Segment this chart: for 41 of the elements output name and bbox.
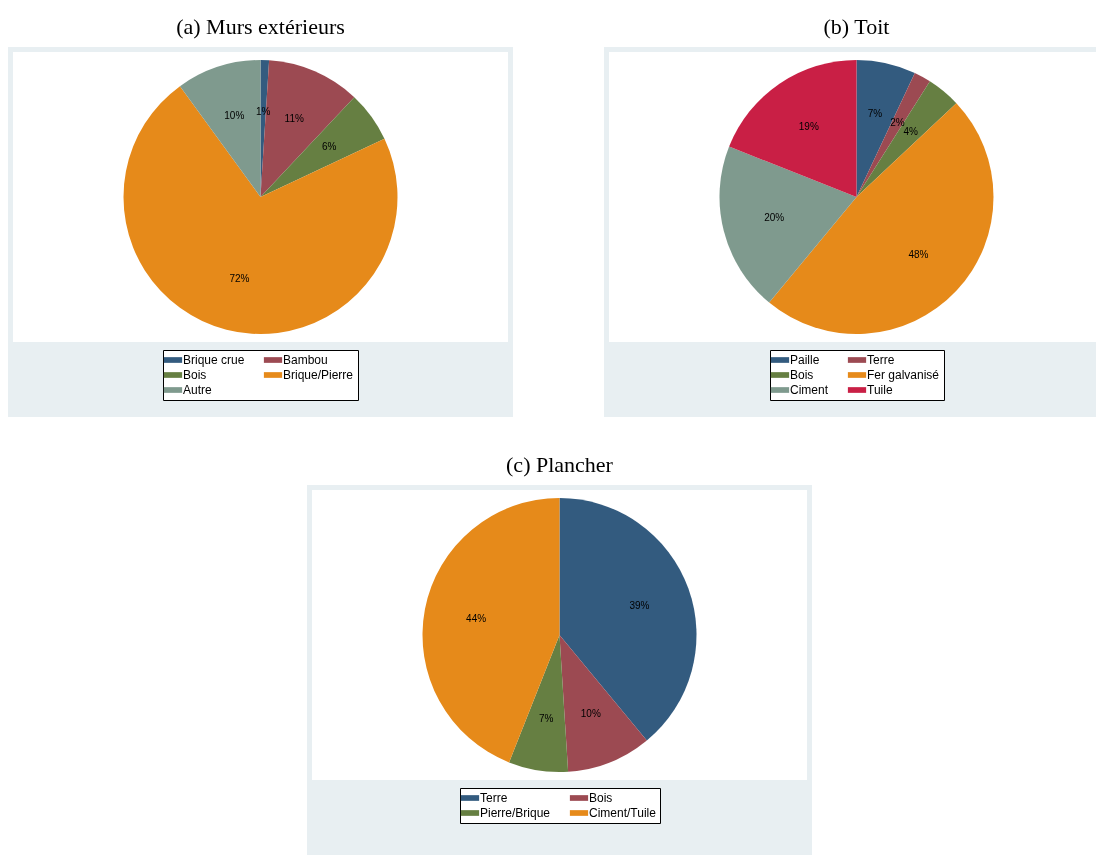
data-label: 48% <box>908 249 929 261</box>
data-label: 39% <box>629 600 650 612</box>
data-label: 72% <box>229 273 250 285</box>
chart-title: (b) Toit <box>822 13 891 41</box>
legend-label: Brique crue <box>183 353 245 367</box>
data-label: 7% <box>867 108 883 120</box>
chart-title: (a) Murs extérieurs <box>175 13 346 41</box>
pie-slice <box>856 73 930 197</box>
data-label: 19% <box>798 120 819 132</box>
legend-label: Terre <box>480 791 508 805</box>
legend-label: Tuile <box>867 383 893 397</box>
legend-label: Bambou <box>283 353 328 367</box>
pie-slice <box>509 635 569 772</box>
legend-label: Bois <box>790 368 814 382</box>
legend-label: Ciment/Tuile <box>589 806 657 820</box>
data-label: 6% <box>321 141 337 153</box>
pie-slice <box>729 60 857 197</box>
data-label: 10% <box>224 110 245 122</box>
pie-slice <box>559 498 697 741</box>
legend-label: Bois <box>589 791 613 805</box>
data-label: 4% <box>903 125 918 137</box>
data-label: 10% <box>580 707 601 719</box>
pie-slice <box>123 86 398 334</box>
chart-title: (c) Plancher <box>505 451 614 479</box>
legend-label: Paille <box>790 353 820 367</box>
legend-label: Fer galvanisé <box>867 368 940 382</box>
data-label: 44% <box>466 613 487 625</box>
data-label: 7% <box>538 712 554 724</box>
legend-label: Autre <box>183 383 213 397</box>
legend-label: Bois <box>183 368 207 382</box>
data-label: 20% <box>764 212 785 224</box>
data-label: 2% <box>890 116 905 128</box>
legend-label: Terre <box>867 353 895 367</box>
pie-slice <box>422 498 560 763</box>
legend-label: Ciment <box>790 383 829 397</box>
pie-slice <box>719 146 857 303</box>
legend-label: Brique/Pierre <box>283 368 354 382</box>
pie-slice <box>559 635 647 772</box>
legend-label: Pierre/Brique <box>480 806 551 820</box>
data-label: 11% <box>284 113 304 125</box>
pie-slice <box>856 81 957 197</box>
